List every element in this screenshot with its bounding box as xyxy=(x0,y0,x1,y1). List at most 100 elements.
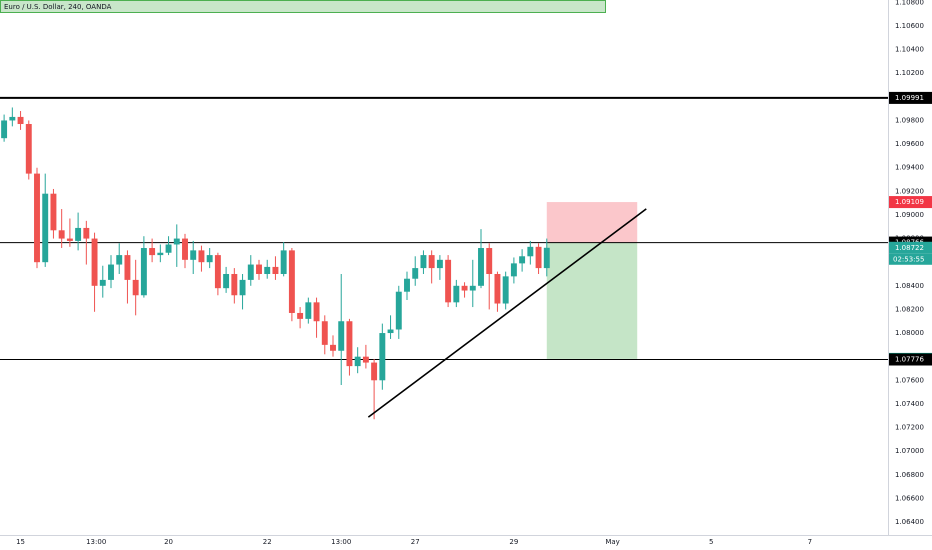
y-tick-label: 1.07000 xyxy=(895,447,924,455)
candle-body xyxy=(436,259,443,269)
y-tick-label: 1.09000 xyxy=(895,211,924,219)
candle-body xyxy=(346,321,353,367)
candle-body xyxy=(42,193,49,263)
candle-body xyxy=(445,259,452,303)
candle-body xyxy=(395,291,402,330)
x-tick-label: 20 xyxy=(164,538,173,546)
candle-body xyxy=(140,248,147,296)
y-tick-label: 1.08200 xyxy=(895,305,924,313)
candle-body xyxy=(190,250,197,260)
candle-body xyxy=(58,230,65,239)
candle-body xyxy=(297,312,304,319)
candle-body xyxy=(223,273,230,289)
candle-body xyxy=(519,256,526,264)
title-bar xyxy=(0,0,606,13)
candle-body xyxy=(25,124,32,174)
candle-body xyxy=(453,285,460,303)
candle-body xyxy=(305,302,312,319)
candle-body xyxy=(75,227,82,241)
candle-body xyxy=(420,255,427,269)
candle-body xyxy=(478,248,484,286)
y-tick-label: 1.06600 xyxy=(895,494,924,502)
countdown-box xyxy=(889,253,932,265)
candle-body xyxy=(543,247,550,269)
y-tick-label: 1.08000 xyxy=(895,329,924,337)
candle-body xyxy=(256,264,262,274)
candle-body xyxy=(330,344,336,351)
x-tick-label: 13:00 xyxy=(331,538,351,546)
x-tick-label: 27 xyxy=(411,538,420,546)
candle-body xyxy=(469,285,476,291)
candle-body xyxy=(99,279,106,286)
x-tick-label: 22 xyxy=(263,538,272,546)
y-tick-label: 1.09800 xyxy=(895,116,924,124)
candle-body xyxy=(198,250,205,263)
y-tick-label: 1.06800 xyxy=(895,471,924,479)
candle-body xyxy=(17,116,24,125)
y-tick-label: 1.10600 xyxy=(895,22,924,30)
candle-body xyxy=(272,266,279,274)
candle-body xyxy=(1,120,8,139)
candle-body xyxy=(379,333,386,381)
candle-body xyxy=(354,356,361,367)
candle-body xyxy=(83,227,90,239)
candle-body xyxy=(91,238,98,286)
candle-body xyxy=(182,238,188,260)
candle-body xyxy=(321,321,328,345)
candle-body xyxy=(108,264,114,280)
candle-body xyxy=(412,268,419,279)
candle-body xyxy=(247,264,254,280)
candle-body xyxy=(9,116,16,121)
x-tick-label: 15 xyxy=(16,538,25,546)
candle-body xyxy=(66,238,73,241)
y-tick-label: 1.07200 xyxy=(895,424,924,432)
candle-body xyxy=(313,302,320,322)
candle-body xyxy=(404,278,410,292)
y-tick-label: 1.09200 xyxy=(895,187,924,195)
y-tick-label: 1.07600 xyxy=(895,376,924,384)
candle-body xyxy=(165,244,172,253)
candle-body xyxy=(535,246,542,269)
candle-body xyxy=(157,252,164,256)
price-label-box xyxy=(889,196,932,209)
y-tick-label: 1.10400 xyxy=(895,46,924,54)
candle-body xyxy=(428,255,435,269)
candle-body xyxy=(214,255,221,289)
candle-body xyxy=(50,193,57,231)
candle-body xyxy=(387,329,394,334)
candle-body xyxy=(502,276,509,304)
candle-body xyxy=(124,255,131,280)
x-tick-label: 7 xyxy=(808,538,812,546)
trendline xyxy=(367,208,647,418)
price-label-box xyxy=(889,91,932,104)
price-label: 1.07776 xyxy=(895,356,924,364)
candle-body xyxy=(362,356,369,363)
y-tick-label: 1.06400 xyxy=(895,518,924,526)
candle-body xyxy=(264,266,271,274)
candle-body xyxy=(173,238,180,245)
price-label: 1.09991 xyxy=(895,94,924,102)
candle-body xyxy=(288,250,295,313)
y-tick-label: 1.08400 xyxy=(895,282,924,290)
y-tick-label: 1.07400 xyxy=(895,400,924,408)
chart-title: Euro / U.S. Dollar, 240, OANDA xyxy=(4,3,112,11)
candle-body xyxy=(132,279,139,296)
candle-body xyxy=(486,248,493,274)
candle-body xyxy=(461,285,468,291)
candle-body xyxy=(206,255,213,263)
candle-body xyxy=(231,273,238,296)
x-tick-label: 29 xyxy=(509,538,518,546)
candle-body xyxy=(510,263,517,277)
price-label-box xyxy=(889,241,932,254)
price-label: 1.08722 xyxy=(895,244,924,252)
candle-body xyxy=(280,250,287,274)
candle-body xyxy=(239,279,246,296)
candle-body xyxy=(116,255,123,265)
price-label: 1.09109 xyxy=(895,198,924,206)
candle-body xyxy=(494,273,501,304)
candle-body xyxy=(371,362,378,381)
y-tick-label: 1.09400 xyxy=(895,164,924,172)
candle-body xyxy=(338,321,345,351)
candle-body xyxy=(34,173,40,263)
